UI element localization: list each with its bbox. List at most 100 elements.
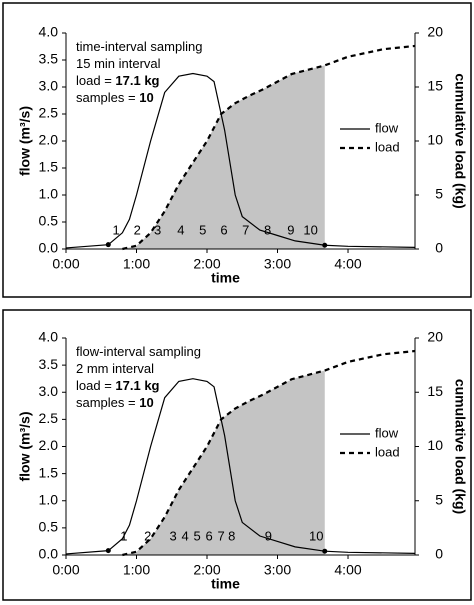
sample-label: 7 bbox=[217, 528, 224, 543]
y-tick-label: 0.5 bbox=[39, 519, 59, 535]
sample-label: 3 bbox=[170, 528, 177, 543]
y-tick-label: 2.5 bbox=[39, 410, 59, 426]
sample-label: 5 bbox=[194, 528, 201, 543]
x-tick-label: 3:00 bbox=[264, 562, 291, 578]
sample-label: 1 bbox=[120, 528, 127, 543]
sample-label: 6 bbox=[206, 528, 213, 543]
annotation-value: 17.1 kg bbox=[115, 73, 159, 88]
y2-tick-label: 10 bbox=[427, 132, 443, 148]
series-line bbox=[65, 72, 416, 249]
y2-tick-label: 0 bbox=[435, 546, 443, 562]
legend-label: flow bbox=[375, 120, 399, 135]
panel-frame bbox=[2, 2, 472, 298]
y-tick-label: 3.5 bbox=[39, 356, 59, 372]
sample-label: 3 bbox=[154, 222, 161, 237]
sample-label: 10 bbox=[303, 222, 317, 237]
x-tick-label: 2:00 bbox=[193, 256, 220, 272]
sample-label: 9 bbox=[287, 222, 294, 237]
y2-tick-label: 0 bbox=[435, 240, 443, 256]
x-tick-label: 0:00 bbox=[52, 562, 79, 578]
x-axis-label: time bbox=[211, 576, 240, 592]
y-axis-label: flow (m³/s) bbox=[17, 412, 33, 482]
annotation-text: flow-interval sampling bbox=[76, 344, 201, 359]
annotation-text: load = bbox=[76, 378, 115, 393]
y2-tick-label: 15 bbox=[427, 383, 443, 399]
sample-label: 5 bbox=[199, 222, 206, 237]
y-axis-label: flow (m³/s) bbox=[17, 106, 33, 176]
sample-dot bbox=[322, 242, 328, 248]
y2-axis-label: cumulative load (kg) bbox=[452, 73, 468, 208]
shaded-area bbox=[122, 65, 325, 250]
legend-label: flow bbox=[375, 425, 399, 440]
series-line bbox=[65, 378, 416, 555]
x-tick-label: 0:00 bbox=[52, 256, 79, 272]
sample-label: 9 bbox=[265, 528, 272, 543]
annotation: time-interval sampling bbox=[76, 39, 202, 54]
sample-label: 4 bbox=[177, 222, 184, 237]
y-tick-label: 0.5 bbox=[39, 213, 59, 229]
sample-label: 4 bbox=[182, 528, 189, 543]
annotation-text: load = bbox=[76, 73, 115, 88]
y2-tick-label: 20 bbox=[427, 329, 443, 345]
sample-label: 2 bbox=[134, 222, 141, 237]
series-line bbox=[122, 44, 416, 251]
y2-tick-label: 20 bbox=[427, 24, 443, 40]
annotation-text: 2 mm interval bbox=[76, 361, 154, 376]
y-tick-label: 1.5 bbox=[39, 159, 59, 175]
annotation: samples = 10 bbox=[76, 395, 154, 410]
y2-tick-label: 10 bbox=[427, 437, 443, 453]
annotation: load = 17.1 kg bbox=[76, 378, 160, 393]
annotation-text: samples = bbox=[76, 395, 139, 410]
annotation: 2 mm interval bbox=[76, 361, 154, 376]
y-tick-label: 3.0 bbox=[39, 383, 59, 399]
x-axis-label: time bbox=[211, 270, 240, 286]
x-tick-label: 1:00 bbox=[123, 562, 150, 578]
x-tick-label: 4:00 bbox=[334, 256, 361, 272]
annotation-text: samples = bbox=[76, 90, 139, 105]
y-tick-label: 3.5 bbox=[39, 51, 59, 67]
legend-label: load bbox=[375, 139, 400, 154]
x-tick-label: 3:00 bbox=[264, 256, 291, 272]
annotation-value: 10 bbox=[139, 395, 153, 410]
sample-label: 7 bbox=[242, 222, 249, 237]
sample-dot bbox=[105, 548, 111, 554]
y2-tick-label: 5 bbox=[435, 186, 443, 202]
y-tick-label: 1.0 bbox=[39, 186, 59, 202]
y-tick-label: 1.5 bbox=[39, 464, 59, 480]
annotation-text: time-interval sampling bbox=[76, 39, 202, 54]
sample-label: 8 bbox=[264, 222, 271, 237]
annotation-value: 10 bbox=[139, 90, 153, 105]
shaded-area bbox=[122, 370, 325, 555]
annotation: flow-interval sampling bbox=[76, 344, 201, 359]
y-tick-label: 4.0 bbox=[39, 24, 59, 40]
sample-dot bbox=[322, 548, 328, 554]
y-tick-label: 2.5 bbox=[39, 105, 59, 121]
sample-dot bbox=[105, 242, 111, 248]
annotation: samples = 10 bbox=[76, 90, 154, 105]
y-tick-label: 1.0 bbox=[39, 491, 59, 507]
y-tick-label: 0.0 bbox=[39, 240, 59, 256]
y-tick-label: 0.0 bbox=[39, 546, 59, 562]
y-tick-label: 2.0 bbox=[39, 132, 59, 148]
annotation-text: 15 min interval bbox=[76, 56, 161, 71]
y-tick-label: 4.0 bbox=[39, 329, 59, 345]
legend-label: load bbox=[375, 444, 400, 459]
annotation-value: 17.1 kg bbox=[115, 378, 159, 393]
x-tick-label: 1:00 bbox=[123, 256, 150, 272]
panel-frame bbox=[2, 309, 472, 601]
annotation: load = 17.1 kg bbox=[76, 73, 160, 88]
y-tick-label: 3.0 bbox=[39, 78, 59, 94]
sample-label: 8 bbox=[228, 528, 235, 543]
x-tick-label: 2:00 bbox=[193, 562, 220, 578]
y2-tick-label: 5 bbox=[435, 491, 443, 507]
annotation: 15 min interval bbox=[76, 56, 161, 71]
x-tick-label: 4:00 bbox=[334, 562, 361, 578]
y-tick-label: 2.0 bbox=[39, 437, 59, 453]
y2-axis-label: cumulative load (kg) bbox=[452, 379, 468, 514]
y2-tick-label: 15 bbox=[427, 78, 443, 94]
series-line bbox=[122, 349, 416, 557]
sample-label: 1 bbox=[112, 222, 119, 237]
sample-label: 2 bbox=[144, 528, 151, 543]
sample-label: 6 bbox=[220, 222, 227, 237]
